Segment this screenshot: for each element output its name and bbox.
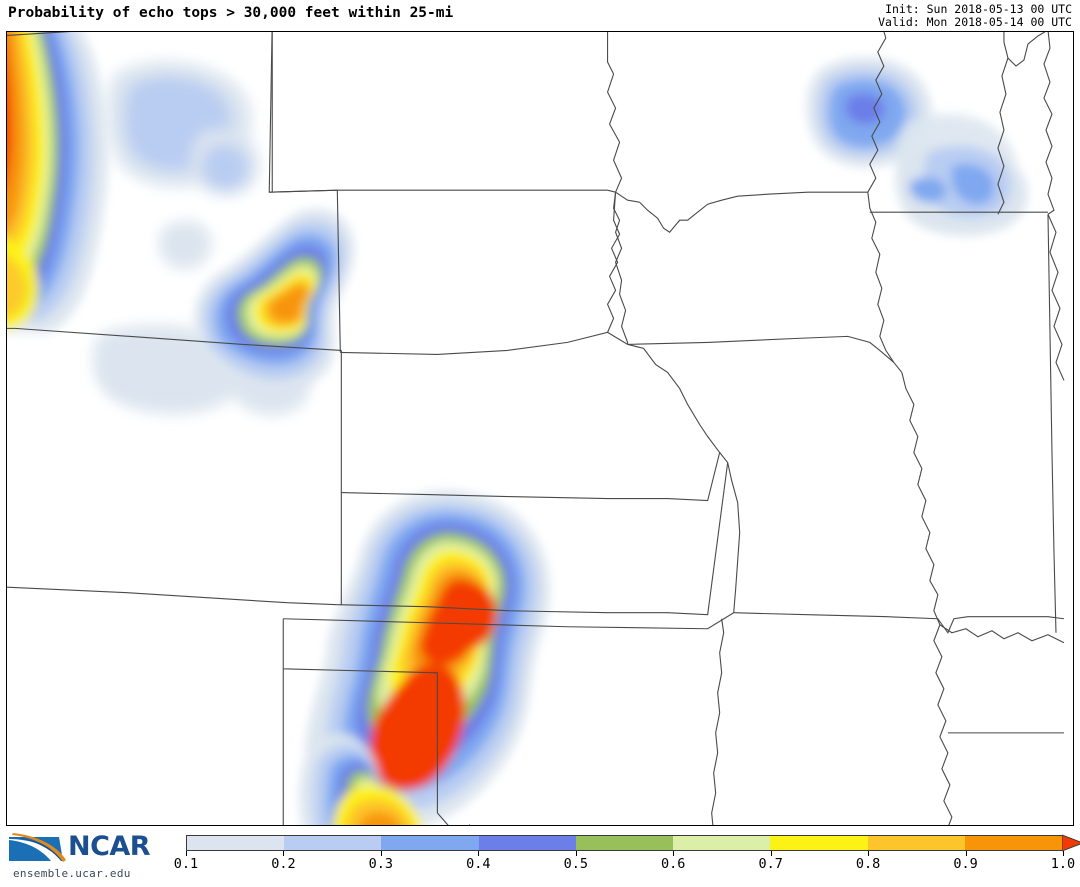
colorbar-extend-arrow [1062,834,1080,852]
ncar-swoosh-mark [9,833,66,862]
ncar-wordmark: NCAR [68,831,151,862]
colorbar-tick-0.6 [673,851,675,856]
colorbar-ticks [186,851,1064,857]
contour-fill-layer [7,32,1028,825]
colorbar-tick-0.3 [380,851,382,856]
contour-group-northwest [7,32,108,333]
init-time-label: Init: Sun 2018-05-13 00 UTC [885,2,1072,16]
colorbar-band-0.6 [673,836,771,850]
colorbar-tick-0.5 [575,851,577,856]
colorbar-label-0.5: 0.5 [563,856,588,872]
page-title: Probability of echo tops > 30,000 feet w… [8,5,454,21]
map-panel[interactable] [6,31,1074,826]
contour-group-kansas-oklahoma [299,490,550,825]
colorbar-tick-0.4 [478,851,480,856]
colorbar-bands [186,835,1063,851]
plot-footer: NCAR ensemble.ucar.edu 0.1 0.2 0.3 0.4 0.5 0.… [0,826,1080,887]
colorbar-tick-0.1 [186,851,187,856]
colorbar-band-0.8 [867,836,965,850]
colorbar-tick-0.7 [770,851,772,856]
colorbar-band-0.5 [575,836,674,850]
colorbar-band-0.4 [478,836,576,850]
colorbar-label-0.9: 0.9 [953,856,978,872]
colorbar-tick-1.0 [1063,851,1064,856]
colorbar-tick-0.8 [868,851,870,856]
colorbar-label-0.1: 0.1 [173,856,199,872]
plot-header: Probability of echo tops > 30,000 feet w… [0,0,1080,31]
contour-group-scattered-light [93,61,310,416]
colorbar-label-0.7: 0.7 [758,856,783,872]
colorbar-band-0.9 [964,836,1062,850]
colorbar-tick-labels: 0.1 0.2 0.3 0.4 0.5 0.6 0.7 0.8 0.9 1.0 [174,856,1075,876]
state-boundaries-layer [7,32,1065,825]
contour-group-upper-midwest [806,57,1028,236]
colorbar-label-1.0: 1.0 [1050,856,1076,872]
ncar-url-label: ensemble.ucar.edu [13,867,131,880]
colorbar[interactable]: 0.1 0.2 0.3 0.4 0.5 0.6 0.7 0.8 0.9 1.0 [174,834,1080,883]
colorbar-band-0.1 [187,836,285,850]
colorbar-band-0.7 [770,836,868,850]
colorbar-band-0.3 [381,836,479,850]
colorbar-tick-0.2 [283,851,285,856]
contour-group-small-blue-south [102,348,181,396]
probability-contour-map [7,32,1073,825]
contour-group-wyoming-colorado [194,208,355,392]
colorbar-tick-0.9 [965,851,967,856]
ncar-logo[interactable]: NCAR ensemble.ucar.edu [4,830,169,882]
colorbar-label-0.6: 0.6 [661,856,686,872]
colorbar-label-0.8: 0.8 [855,856,881,872]
colorbar-label-0.4: 0.4 [466,856,491,872]
colorbar-band-0.2 [284,836,382,850]
valid-time-label: Valid: Mon 2018-05-14 00 UTC [878,15,1072,29]
colorbar-label-0.3: 0.3 [368,856,394,872]
colorbar-label-0.2: 0.2 [271,856,296,872]
